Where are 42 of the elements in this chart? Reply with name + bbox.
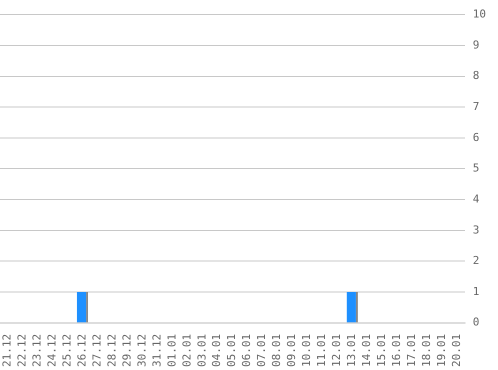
x-tick-label: 11.01 [315,334,328,368]
y-tick-label: 8 [472,69,480,82]
x-tick-label: 04.01 [210,334,224,368]
y-tick-label: 1 [472,284,480,298]
x-tick-label: 29.12 [120,334,134,368]
y-tick-label: 2 [472,254,480,268]
x-tick-label: 26.12 [75,334,88,368]
x-tick-label: 30.12 [135,334,148,368]
x-tick-label: 01.01 [165,334,178,368]
x-tick-label: 15.01 [375,334,388,368]
y-tick-label: 6 [472,130,480,144]
x-tick-label: 10.01 [300,334,314,368]
x-tick-label: 16.01 [390,334,404,368]
x-tick-label: 06.01 [240,334,254,368]
x-tick-label: 08.01 [270,334,284,368]
y-tick-label: 0 [472,316,480,329]
x-tick-label: 05.01 [225,334,238,368]
y-tick-label: 5 [472,162,480,175]
y-tick-label: 10 [472,7,486,20]
x-tick-label: 03.01 [195,334,208,368]
x-tick-label: 12.01 [330,334,344,368]
x-tick-label: 18.01 [420,334,434,368]
x-tick-label: 21.12 [0,334,14,368]
y-tick-label: 3 [472,223,480,236]
x-tick-label: 27.12 [90,334,104,368]
x-tick-label: 24.12 [45,334,58,368]
x-tick-label: 25.12 [60,334,74,368]
y-tick-label: 7 [472,100,480,113]
x-tick-label: 09.01 [285,334,298,368]
x-tick-label: 02.01 [180,334,194,368]
y-tick-label: 4 [472,192,480,206]
x-tick-label: 17.01 [405,334,418,368]
x-tick-label: 19.01 [435,334,448,368]
x-tick-label: 07.01 [255,334,268,368]
x-tick-label: 22.12 [15,334,28,368]
x-tick-label: 14.01 [360,334,374,368]
x-tick-label: 13.01 [345,334,358,368]
x-tick-label: 28.12 [105,334,118,368]
x-tick-label: 23.12 [30,334,44,368]
x-tick-label: 20.01 [450,334,464,368]
x-tick-label: 31.12 [150,334,164,368]
y-tick-label: 9 [472,38,480,52]
